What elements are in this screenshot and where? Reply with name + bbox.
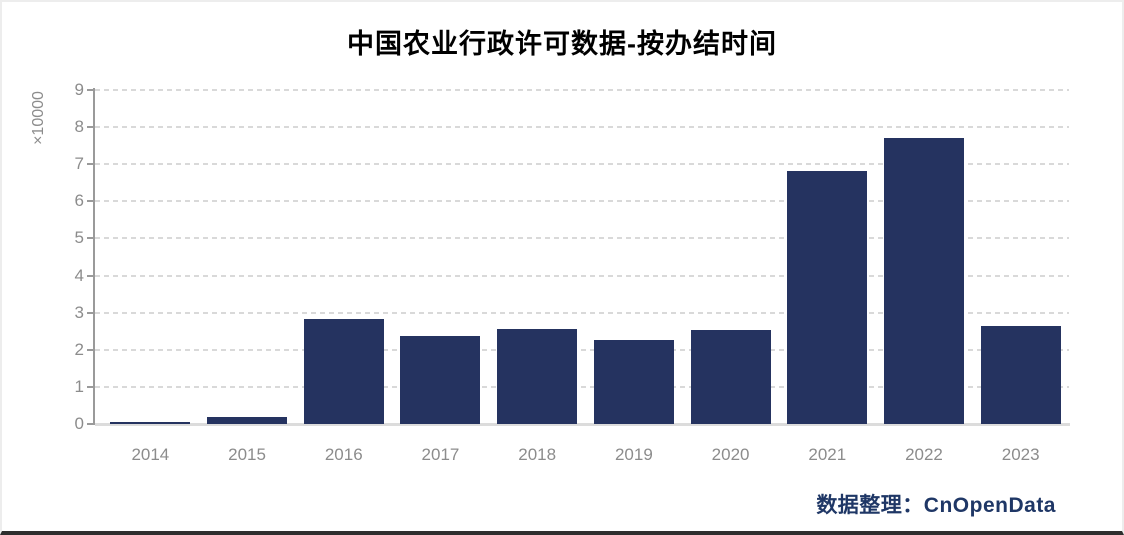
y-tick-label: 2 <box>74 339 84 359</box>
gridline <box>95 200 1069 203</box>
bar-2021 <box>787 170 868 424</box>
gridline <box>95 126 1069 129</box>
x-tick-label: 2018 <box>518 445 557 464</box>
y-tick-label: 3 <box>74 302 84 322</box>
y-tick-mark <box>87 311 94 314</box>
y-tick-label: 4 <box>74 265 84 285</box>
bar-2022 <box>883 137 964 424</box>
x-tick-label: 2019 <box>614 445 653 464</box>
gridline <box>95 274 1069 277</box>
bar-slot <box>586 90 683 424</box>
gridline <box>95 237 1069 240</box>
y-tick-label: 8 <box>74 117 84 137</box>
bar-slot <box>682 90 779 424</box>
gridline <box>95 385 1069 388</box>
bar-2014 <box>110 422 191 424</box>
bar-2017 <box>400 335 481 424</box>
bar-slot <box>102 90 199 424</box>
bar-slot <box>489 90 586 424</box>
x-tick-label: 2021 <box>808 445 847 464</box>
x-tick-label: 2023 <box>1001 445 1040 464</box>
bar-slot <box>199 90 296 424</box>
x-axis-baseline <box>95 423 1070 426</box>
bar-series <box>102 90 1069 424</box>
y-tick-mark <box>87 200 94 203</box>
x-axis-labels: 2014 2015 2016 2017 2018 2019 2020 2021 2022 2023 <box>102 445 1069 465</box>
y-tick-label: 9 <box>74 80 84 99</box>
y-tick-mark <box>87 423 94 425</box>
x-tick-label: 2017 <box>421 445 460 464</box>
bar-slot <box>295 90 392 424</box>
bar-slot <box>392 90 489 424</box>
bar-slot <box>876 90 973 424</box>
gridline <box>95 311 1069 314</box>
y-tick-mark <box>87 385 94 388</box>
y-tick-mark <box>87 348 94 351</box>
x-tick-label: 2020 <box>711 445 750 464</box>
x-tick-label: 2022 <box>905 445 943 464</box>
y-tick-mark <box>87 163 94 166</box>
footer-credit: 数据整理：CnOpenData <box>816 494 1056 517</box>
y-tick-mark <box>87 237 94 240</box>
y-tick-label: 0 <box>74 414 84 433</box>
bar-2020 <box>690 330 771 424</box>
x-tick-label: 2015 <box>228 445 266 464</box>
y-tick-mark <box>87 126 94 129</box>
x-tick-label: 2014 <box>131 445 170 464</box>
gridline <box>95 163 1069 166</box>
bar-slot <box>972 90 1069 424</box>
y-tick-label: 7 <box>74 154 84 174</box>
gridline <box>95 89 1069 91</box>
gridline <box>95 348 1069 351</box>
bar-2016 <box>303 318 384 424</box>
bar-2015 <box>207 416 288 424</box>
y-tick-label: 6 <box>74 191 84 211</box>
bar-2023 <box>980 326 1061 424</box>
y-tick-label: 5 <box>74 228 84 248</box>
y-tick-mark <box>87 274 94 277</box>
chart-title: 中国农业行政许可数据-按办结时间 <box>347 29 777 59</box>
y-tick-mark <box>87 89 94 91</box>
y-axis-line <box>93 88 95 425</box>
x-tick-label: 2016 <box>324 445 363 464</box>
bar-2019 <box>593 340 674 424</box>
bar-2018 <box>497 328 578 424</box>
bar-slot <box>779 90 876 424</box>
y-tick-label: 1 <box>74 376 84 396</box>
